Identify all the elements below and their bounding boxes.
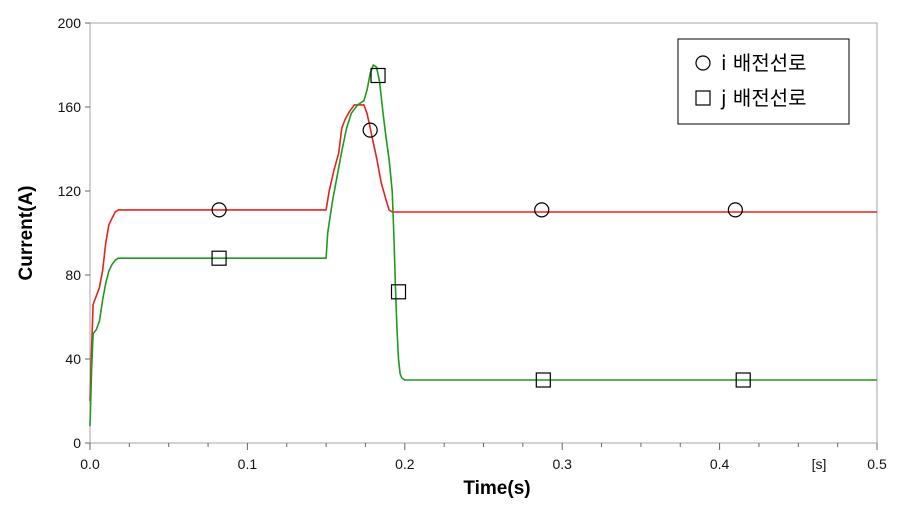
y-tick-label: 80 xyxy=(65,267,81,283)
series-j-square-marker xyxy=(390,284,407,300)
x-tick-label: 0.1 xyxy=(238,456,258,472)
x-tick-label: 0.0 xyxy=(80,456,100,472)
y-tick-label: 160 xyxy=(58,99,82,115)
y-axis-ticks: 0 40 80 120 160 200 xyxy=(58,15,90,451)
x-tick-label: 0.4 xyxy=(710,456,730,472)
legend-label-series-j: j 배전선로 xyxy=(720,86,807,110)
series-layer xyxy=(89,64,877,427)
marker-layer xyxy=(211,67,751,388)
legend: i 배전선로 j 배전선로 xyxy=(677,38,850,125)
series-i-circle-marker xyxy=(211,202,227,218)
y-tick-label: 120 xyxy=(58,183,82,199)
y-tick-label: 200 xyxy=(58,15,82,31)
series-j-square-marker xyxy=(370,67,386,84)
series-i-circle-marker xyxy=(727,202,743,218)
series-j-square-marker xyxy=(535,372,551,388)
y-tick-label: 40 xyxy=(65,351,81,367)
legend-label-series-i: i 배전선로 xyxy=(721,51,807,75)
x-unit-label: [s] xyxy=(812,456,827,472)
series-j-square-marker xyxy=(735,372,751,388)
series-line-i xyxy=(89,104,877,402)
x-tick-label: 0.5 xyxy=(867,456,887,472)
x-axis-title: Time(s) xyxy=(463,478,530,499)
legend-circle-marker xyxy=(695,55,711,71)
x-tick-label: 0.2 xyxy=(395,456,415,472)
y-axis-title: Current(A) xyxy=(16,186,37,281)
series-j-square-marker xyxy=(211,250,227,266)
legend-box xyxy=(677,38,850,125)
series-i-circle-marker xyxy=(362,122,378,138)
series-i-circle-marker xyxy=(534,202,550,218)
x-tick-label: 0.3 xyxy=(552,456,572,472)
legend-square-marker xyxy=(695,90,711,106)
series-line-j xyxy=(89,64,877,427)
x-axis-ticks: 0.0 0.1 0.2 0.3 0.4 0.5 xyxy=(80,443,887,472)
y-tick-label: 0 xyxy=(73,435,81,451)
